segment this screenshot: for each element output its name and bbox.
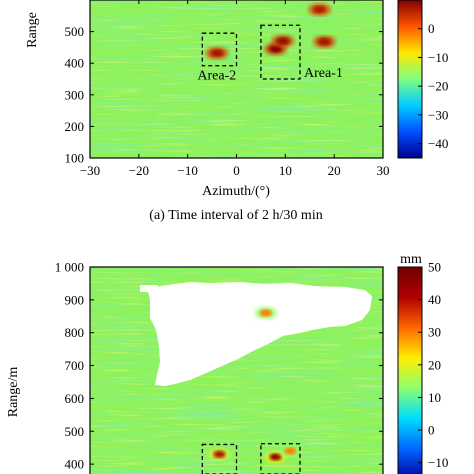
chart-2-hotspot [259, 309, 272, 317]
chart-1-colorbar-tick-label: −20 [428, 79, 448, 94]
chart-1-colorbar [397, 0, 423, 159]
chart-2-colorbar [397, 266, 423, 474]
chart-2-colorbar-tick-label: 10 [428, 390, 441, 405]
chart-1-colorbar-tick-label: −10 [428, 50, 448, 65]
chart-1-colorbar-ticks: 0 −10 −20 −30 −40 [418, 21, 448, 151]
chart-2-features [98, 307, 346, 463]
chart-1-annotations: Area-1 Area-2 [197, 24, 343, 84]
chart-1-hotspot [210, 49, 223, 57]
chart-1-x-tick-label: 10 [279, 163, 292, 178]
chart-2-y-axis-label: Range/m [6, 367, 21, 418]
chart-2-colorbar-tick-label: 50 [428, 260, 441, 275]
chart-1-x-tick-label: 0 [233, 163, 240, 178]
chart-1-y-axis-label: Range [25, 12, 40, 48]
chart-2-hotspot [213, 450, 226, 458]
chart-2-colorbar-unit: mm [400, 252, 422, 267]
chart-2-y-tick-label: 900 [65, 292, 85, 307]
chart-2-no-data-region [148, 282, 372, 386]
chart-1-ticks: −30 −20 −10 0 10 20 30 100 200 300 400 500 [65, 0, 390, 178]
chart-1-y-tick-label: 300 [65, 87, 85, 102]
chart-1-x-tick-label: 30 [377, 163, 390, 178]
chart-2-ticks: 400 500 600 700 800 900 1 000 [55, 260, 383, 472]
chart-1-x-tick-label: −10 [177, 163, 197, 178]
chart-2-no-data-tab [140, 285, 158, 292]
chart-1-hotspot [276, 37, 289, 45]
chart-1-hotspot [313, 5, 326, 14]
chart-2-frame [89, 266, 384, 474]
chart-1-x-tick-label: −30 [80, 163, 100, 178]
chart-1-area-label: Area-2 [197, 69, 236, 84]
chart-2-colorbar-tick-label: 0 [428, 423, 435, 438]
chart-1-y-tick-label: 100 [65, 151, 85, 166]
chart-2-no-data-region-notch [300, 316, 312, 333]
chart-1-y-tick-label: 500 [65, 24, 85, 39]
chart-1-x-tick-label: 20 [328, 163, 341, 178]
chart-1-features [147, 3, 356, 138]
chart-2-y-tick-label: 400 [65, 457, 85, 472]
chart-2-colorbar-tick-label: 30 [428, 325, 441, 340]
chart-1-hotspot [269, 45, 282, 53]
chart-1-x-axis-label: Azimuth/(°) [202, 184, 270, 199]
chart-2-colorbar-ticks: 50 40 30 20 10 0 −10 [418, 260, 448, 470]
chart-1-y-tick-label: 200 [65, 119, 85, 134]
chart-2: 400 500 600 700 800 900 1 000 Range/m mm 50 40 3… [6, 252, 448, 474]
chart-2-colorbar-tick-label: −10 [428, 455, 448, 470]
chart-1-x-tick-label: −20 [129, 163, 149, 178]
chart-1-colorbar-tick-label: 0 [428, 21, 435, 36]
chart-1-colorbar-tick-label: −30 [428, 107, 448, 122]
chart-2-y-tick-label: 800 [65, 325, 85, 340]
chart-1-texture-yellow [90, 0, 383, 158]
chart-1-caption: (a) Time interval of 2 h/30 min [149, 208, 322, 223]
chart-1-y-tick-label: 400 [65, 56, 85, 71]
chart-1-area-label: Area-1 [304, 66, 343, 81]
chart-2-y-tick-label: 700 [65, 358, 85, 373]
chart-2-colorbar-tick-label: 40 [428, 292, 441, 307]
chart-2-y-tick-label: 600 [65, 391, 85, 406]
chart-2-y-tick-label: 1 000 [55, 260, 84, 275]
chart-1-area-box [260, 24, 301, 80]
chart-1-colorbar-tick-label: −40 [428, 136, 448, 151]
chart-2-hotspot [269, 453, 282, 461]
chart-1-area-box [201, 32, 238, 67]
chart-2-colorbar-tick-label: 20 [428, 357, 441, 372]
chart-2-y-tick-label: 500 [65, 424, 85, 439]
